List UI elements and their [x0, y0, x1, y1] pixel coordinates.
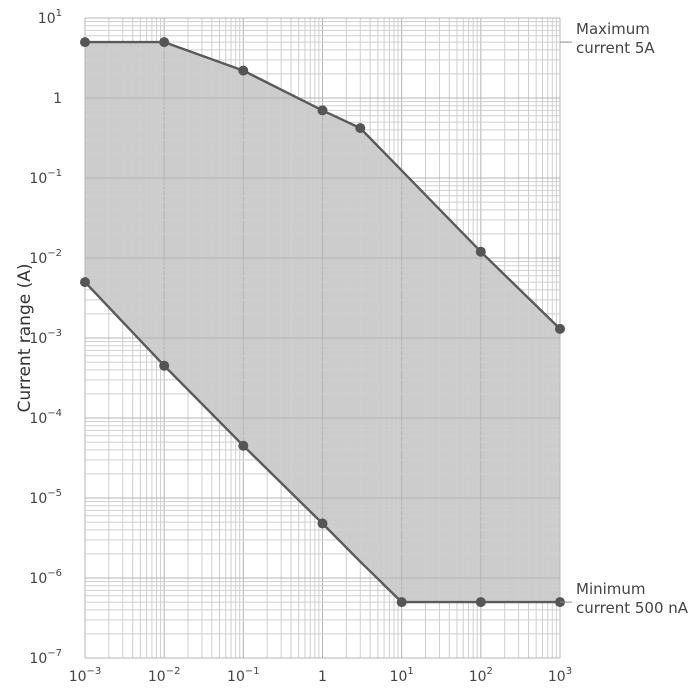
data-point	[475, 246, 486, 257]
y-tick-label: 1	[53, 91, 62, 107]
annotation-label: Minimum current 500 nA	[576, 580, 689, 617]
x-tick-label: 102	[469, 666, 493, 685]
data-point	[317, 105, 328, 116]
y-axis-label: Current range (A)	[15, 264, 35, 413]
y-tick-label: 101	[38, 8, 62, 27]
x-tick-labels: 10−3 10−2 10−1 1 101 102 103	[69, 666, 572, 685]
data-point	[355, 123, 366, 134]
data-point	[80, 37, 90, 48]
annotations: Maximum current 5A Minimum current 500 nA	[560, 20, 689, 617]
series-line-lower	[84, 281, 560, 604]
y-tick-label: 10−5	[29, 488, 62, 507]
data-point	[317, 518, 328, 529]
annotation-label: Maximum current 5A	[576, 20, 655, 57]
x-tick-label: 10−2	[148, 666, 181, 685]
x-tick-label: 10−3	[69, 666, 102, 685]
data-point	[80, 277, 90, 288]
data-point	[475, 597, 486, 608]
y-tick-label: 10−4	[29, 408, 62, 427]
data-point	[396, 597, 407, 608]
series-markers	[80, 37, 565, 608]
data-point	[159, 360, 170, 371]
data-point	[238, 440, 249, 451]
data-point	[238, 65, 249, 76]
x-tick-label: 1	[318, 669, 327, 685]
data-point	[555, 323, 565, 334]
y-tick-label: 10−7	[29, 648, 62, 667]
x-tick-label: 101	[390, 666, 414, 685]
y-tick-label: 10−2	[29, 248, 62, 267]
data-point	[159, 37, 170, 48]
x-tick-label: 10−1	[227, 666, 260, 685]
y-tick-label: 10−3	[29, 328, 62, 347]
x-tick-label: 103	[548, 666, 572, 685]
y-tick-labels: 10−7 10−6 10−5 10−4 10−3 10−2 10−1 1 101	[29, 8, 62, 667]
y-tick-label: 10−1	[29, 168, 62, 187]
y-tick-label: 10−6	[29, 568, 62, 587]
